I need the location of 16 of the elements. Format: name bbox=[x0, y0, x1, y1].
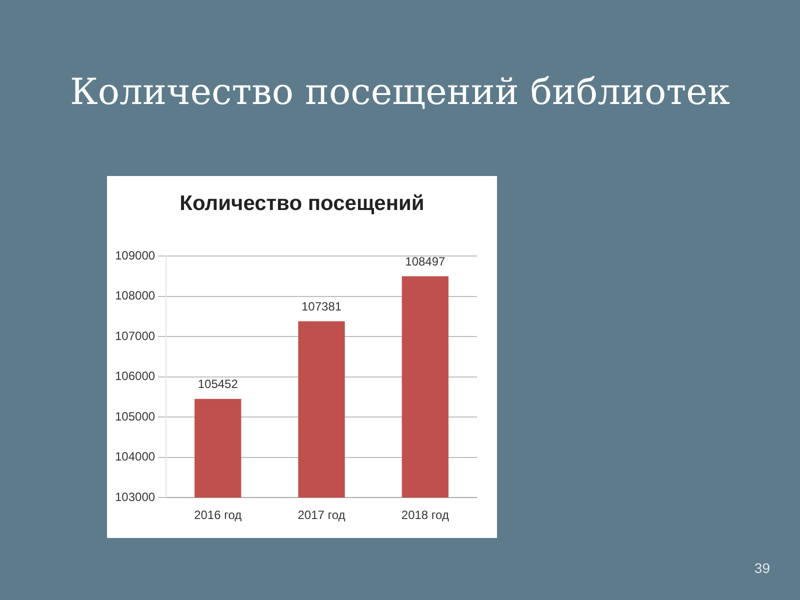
y-tick-label: 104000 bbox=[114, 450, 156, 464]
data-label: 107381 bbox=[302, 300, 342, 314]
y-tick-label: 108000 bbox=[114, 288, 156, 303]
y-tick-label: 105000 bbox=[114, 409, 156, 424]
y-tick-label: 109000 bbox=[114, 248, 156, 262]
chart-subtitle: Количество посещений bbox=[178, 192, 426, 216]
text: 39 bbox=[754, 560, 770, 576]
y-tick-label: 107000 bbox=[114, 328, 156, 343]
y-tick-label: 103000 bbox=[114, 490, 156, 504]
y-tick-label: 106000 bbox=[114, 369, 156, 384]
data-label: 105452 bbox=[198, 377, 238, 392]
chart-title: Количество посещений библиотек bbox=[69, 72, 731, 113]
x-tick-label: 2016 год bbox=[194, 508, 242, 522]
x-tick-label: 2017 год bbox=[298, 508, 346, 522]
x-tick-label: 2018 год bbox=[401, 508, 449, 522]
data-label: 108497 bbox=[405, 254, 446, 269]
